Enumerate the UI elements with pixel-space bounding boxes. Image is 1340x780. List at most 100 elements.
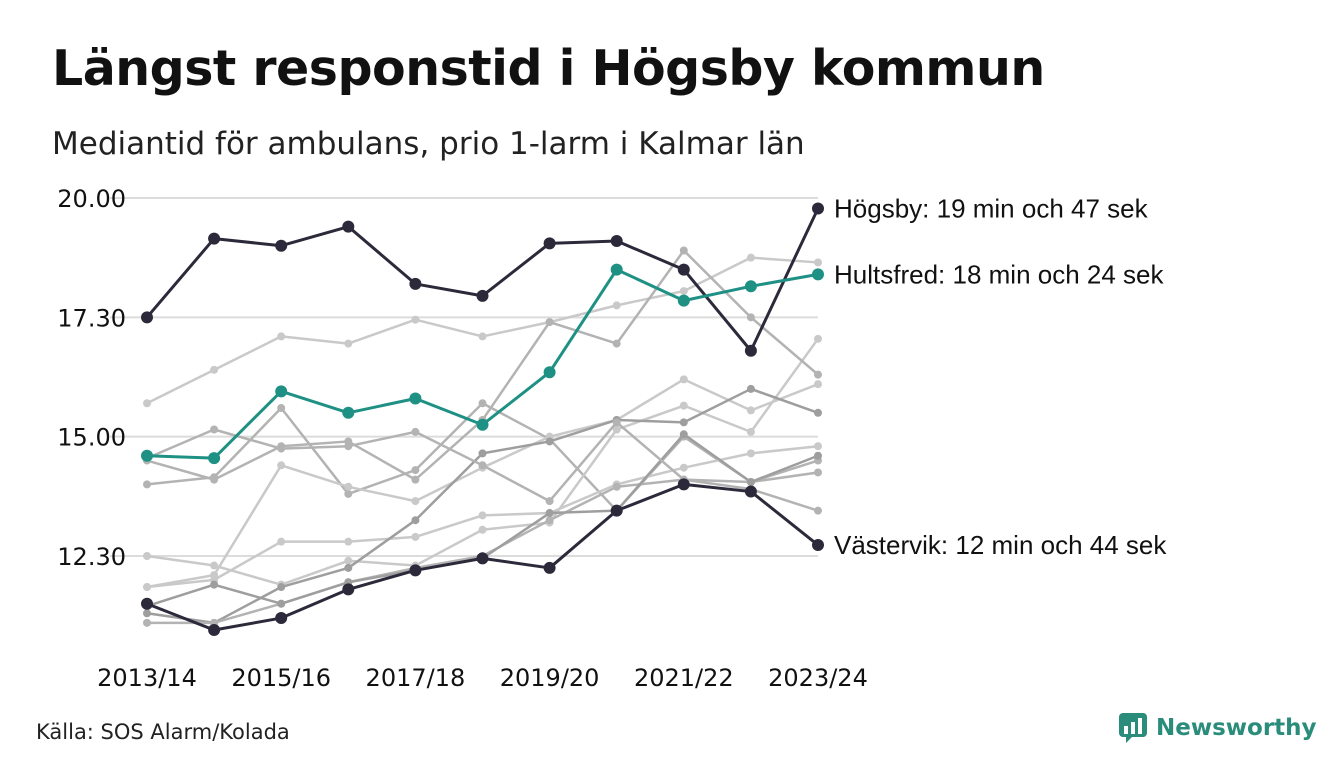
background-series-6-point bbox=[210, 475, 219, 484]
background-series-8-point bbox=[545, 516, 554, 525]
background-series-10-point bbox=[210, 425, 219, 434]
series-vastervik-point bbox=[141, 597, 153, 610]
background-series-7-point bbox=[545, 437, 554, 446]
series-vastervik-point bbox=[744, 485, 757, 498]
x-axis-ticks: 2013/14 2015/16 2017/18 2019/20 2021/22 2023/… bbox=[97, 664, 868, 692]
background-series-2-point bbox=[344, 489, 353, 498]
background-series-1-point bbox=[411, 315, 420, 324]
series-vastervik-point bbox=[275, 612, 288, 625]
background-series-10-point bbox=[344, 442, 353, 451]
y-tick-label: 15.00 bbox=[57, 424, 126, 452]
background-series-4-point bbox=[478, 525, 487, 534]
highlighted-series bbox=[141, 202, 824, 636]
series-vastervik-point bbox=[677, 478, 690, 491]
background-series-10-point bbox=[545, 497, 554, 506]
x-tick-label: 2019/20 bbox=[500, 664, 600, 692]
x-tick-label: 2021/22 bbox=[634, 664, 734, 692]
background-series-10-point bbox=[411, 427, 420, 436]
background-series-1-point bbox=[344, 339, 353, 348]
background-series-5-point bbox=[277, 537, 286, 546]
series-hultsfred-point bbox=[543, 366, 556, 379]
series-hogsby-point bbox=[342, 220, 355, 233]
background-series-5-point bbox=[814, 442, 822, 451]
x-tick-label: 2023/24 bbox=[768, 664, 868, 692]
background-series-4-point bbox=[814, 334, 822, 343]
background-series-1-point bbox=[612, 301, 621, 310]
background-series-3-point bbox=[277, 461, 286, 470]
background-series-5-point bbox=[478, 511, 487, 520]
series-hogsby-point bbox=[812, 202, 824, 215]
background-series-5-point bbox=[143, 583, 151, 592]
background-series-6-point bbox=[411, 475, 420, 484]
background-series-5 bbox=[143, 442, 822, 592]
y-tick-label: 12.30 bbox=[57, 543, 126, 571]
background-series-6-point bbox=[746, 313, 755, 322]
background-series-10-point bbox=[814, 506, 822, 515]
background-series-5-point bbox=[746, 449, 755, 458]
background-series-7-point bbox=[411, 516, 420, 525]
background-series-9-point bbox=[814, 451, 822, 460]
y-tick-label: 20.00 bbox=[57, 185, 126, 213]
series-label-hogsby: Högsby: 19 min och 47 sek bbox=[834, 194, 1149, 224]
series-vastervik-point bbox=[543, 561, 556, 574]
series-hogsby-point bbox=[409, 277, 422, 290]
background-series-2-point bbox=[143, 480, 151, 489]
background-series-4-point bbox=[210, 561, 219, 570]
series-vastervik-point bbox=[409, 564, 422, 577]
series-hogsby-point bbox=[543, 237, 556, 250]
y-tick-label: 17.30 bbox=[57, 304, 126, 332]
background-series-9-point bbox=[277, 599, 286, 608]
background-series-4-point bbox=[344, 556, 353, 565]
background-series-3-point bbox=[814, 380, 822, 389]
background-series-4-point bbox=[679, 401, 688, 410]
source-note: Källa: SOS Alarm/Kolada bbox=[36, 720, 290, 744]
background-series-4-point bbox=[612, 425, 621, 434]
background-series-3-point bbox=[679, 375, 688, 384]
background-series-6 bbox=[143, 246, 822, 484]
background-series-8-line bbox=[147, 471, 819, 625]
background-series-9-point bbox=[210, 580, 219, 589]
background-series-6-point bbox=[814, 370, 822, 379]
series-hogsby-point bbox=[275, 239, 288, 252]
chart-title: Längst responstid i Högsby kommun bbox=[52, 40, 1045, 97]
background-series-2-point bbox=[478, 399, 487, 408]
background-series-9-point bbox=[679, 430, 688, 439]
series-hultsfred-point bbox=[208, 452, 221, 465]
background-series-5-point bbox=[679, 463, 688, 472]
background-series-6-point bbox=[679, 246, 688, 255]
background-series-7-point bbox=[814, 408, 822, 417]
background-series-4-point bbox=[143, 552, 151, 560]
background-series-7 bbox=[143, 384, 822, 627]
series-hogsby-point bbox=[744, 344, 757, 357]
background-series-3-point bbox=[411, 497, 420, 506]
series-hultsfred-point bbox=[610, 263, 623, 276]
background-series-2-point bbox=[411, 466, 420, 475]
background-series-7-point bbox=[746, 384, 755, 393]
background-series-4-point bbox=[746, 427, 755, 436]
background-series-3-point bbox=[746, 406, 755, 415]
background-series-10 bbox=[143, 418, 822, 515]
series-hultsfred-point bbox=[409, 392, 422, 405]
x-tick-label: 2015/16 bbox=[231, 664, 331, 692]
brand-logo[interactable]: Newsworthy bbox=[1118, 712, 1317, 744]
background-series-9-point bbox=[746, 478, 755, 487]
series-label-vastervik: Västervik: 12 min och 44 sek bbox=[834, 530, 1167, 560]
background-series-1-point bbox=[478, 332, 487, 341]
background-series-1-point bbox=[814, 258, 822, 267]
background-series-9-point bbox=[545, 509, 554, 518]
background-series-1-point bbox=[210, 365, 219, 374]
background-series-3-point bbox=[344, 482, 353, 491]
series-hultsfred-point bbox=[275, 385, 288, 398]
background-series-1-point bbox=[143, 399, 151, 408]
y-axis-ticks: 12.30 15.00 17.30 20.00 bbox=[57, 185, 126, 571]
series-hogsby-point bbox=[208, 232, 221, 245]
series-label-hultsfred: Hultsfred: 18 min och 24 sek bbox=[834, 259, 1164, 289]
background-series-1-point bbox=[277, 332, 286, 341]
chart-subtitle: Mediantid för ambulans, prio 1-larm i Ka… bbox=[52, 126, 805, 162]
background-series-7-point bbox=[143, 609, 151, 618]
series-hultsfred bbox=[141, 263, 824, 465]
series-vastervik-point bbox=[476, 552, 489, 565]
background-series-6-point bbox=[545, 318, 554, 327]
series-hultsfred-point bbox=[141, 449, 153, 462]
background-series-1-point bbox=[746, 253, 755, 262]
